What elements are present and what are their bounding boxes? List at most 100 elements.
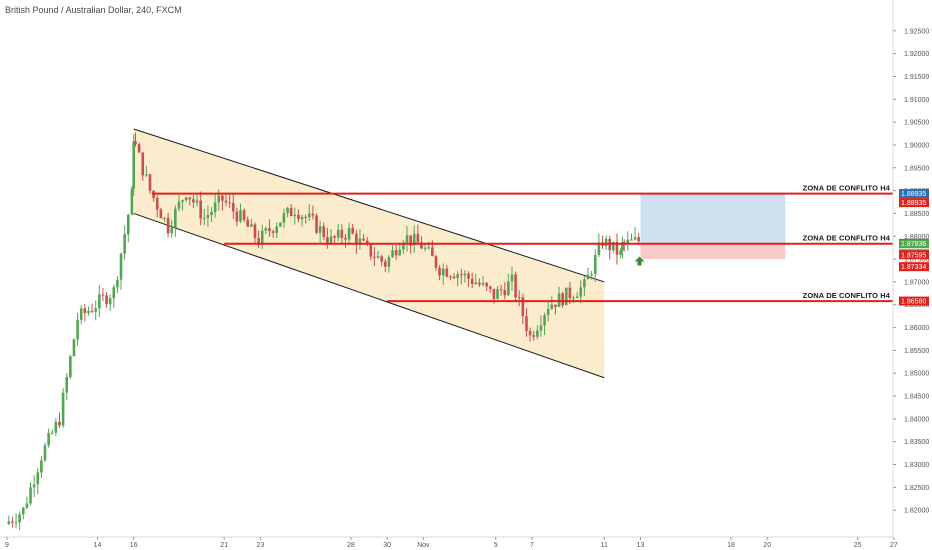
candle[interactable] <box>300 214 304 227</box>
candle[interactable] <box>50 429 54 435</box>
candle[interactable] <box>199 191 202 226</box>
candle[interactable] <box>499 284 503 296</box>
candle[interactable] <box>340 224 344 244</box>
candle[interactable] <box>58 412 61 428</box>
candle[interactable] <box>170 220 174 238</box>
candle[interactable] <box>394 245 398 260</box>
candle[interactable] <box>318 220 322 243</box>
candle[interactable] <box>202 208 206 226</box>
candle[interactable] <box>257 230 260 249</box>
candle[interactable] <box>373 246 376 267</box>
candle[interactable] <box>181 199 184 211</box>
candle[interactable] <box>369 243 373 261</box>
candle[interactable] <box>18 511 21 531</box>
candle[interactable] <box>250 219 253 228</box>
candle[interactable] <box>264 226 268 235</box>
candle[interactable] <box>608 235 612 260</box>
candle[interactable] <box>304 214 307 224</box>
position-stop-box[interactable] <box>640 243 786 260</box>
candle[interactable] <box>586 267 590 280</box>
candle[interactable] <box>87 306 90 316</box>
candle[interactable] <box>488 285 492 293</box>
candle[interactable] <box>98 285 101 318</box>
candle[interactable] <box>445 265 449 278</box>
candle[interactable] <box>507 273 510 296</box>
candle[interactable] <box>307 204 311 222</box>
candle[interactable] <box>76 312 79 346</box>
candle[interactable] <box>601 235 604 249</box>
candle[interactable] <box>25 496 29 510</box>
candle[interactable] <box>32 475 36 498</box>
candle[interactable] <box>561 291 564 309</box>
candle[interactable] <box>420 236 423 250</box>
candle[interactable] <box>47 428 50 448</box>
candle[interactable] <box>271 229 275 238</box>
candle[interactable] <box>148 173 152 194</box>
candle[interactable] <box>174 205 177 238</box>
candle[interactable] <box>11 516 14 528</box>
candle[interactable] <box>213 193 217 218</box>
candle[interactable] <box>521 293 525 325</box>
candle[interactable] <box>528 327 532 342</box>
candle[interactable] <box>543 312 546 335</box>
candle[interactable] <box>532 330 536 341</box>
candle[interactable] <box>329 229 333 246</box>
candle[interactable] <box>14 513 18 529</box>
candle[interactable] <box>362 234 365 242</box>
candle[interactable] <box>376 250 380 259</box>
candle[interactable] <box>289 204 293 217</box>
candle[interactable] <box>427 241 431 250</box>
candle[interactable] <box>239 203 242 224</box>
candle[interactable] <box>412 225 416 253</box>
candle[interactable] <box>177 195 181 212</box>
candle[interactable] <box>242 208 246 222</box>
candle[interactable] <box>460 268 463 285</box>
candle[interactable] <box>235 207 239 227</box>
candle[interactable] <box>615 233 619 265</box>
candle[interactable] <box>246 216 250 227</box>
candle[interactable] <box>449 275 452 280</box>
candle[interactable] <box>297 209 300 222</box>
candle[interactable] <box>621 236 624 259</box>
candle[interactable] <box>40 456 43 478</box>
candle[interactable] <box>94 300 97 321</box>
candle[interactable] <box>293 207 297 225</box>
candle[interactable] <box>260 224 264 250</box>
candle[interactable] <box>474 273 478 286</box>
candle[interactable] <box>279 222 282 228</box>
candle[interactable] <box>481 275 485 287</box>
candle[interactable] <box>282 208 286 229</box>
candle[interactable] <box>132 134 135 196</box>
candle[interactable] <box>134 132 137 147</box>
channel-upper-line[interactable] <box>133 128 605 283</box>
candle[interactable] <box>517 290 521 307</box>
candle[interactable] <box>195 195 199 207</box>
candle[interactable] <box>268 219 271 237</box>
candle[interactable] <box>554 304 557 315</box>
candle[interactable] <box>253 222 257 245</box>
candle[interactable] <box>579 280 583 304</box>
candle[interactable] <box>463 270 467 283</box>
candle[interactable] <box>575 291 579 299</box>
candle[interactable] <box>536 325 539 340</box>
candle[interactable] <box>206 205 210 227</box>
candle[interactable] <box>286 206 289 218</box>
candle[interactable] <box>61 387 65 428</box>
candle[interactable] <box>597 233 601 258</box>
candle[interactable] <box>231 194 235 219</box>
candle[interactable] <box>116 276 119 294</box>
candle[interactable] <box>54 418 58 437</box>
candle[interactable] <box>275 222 278 238</box>
candle[interactable] <box>510 266 514 291</box>
candle[interactable] <box>546 301 550 322</box>
candle[interactable] <box>123 225 126 260</box>
candle[interactable] <box>43 442 47 463</box>
candle[interactable] <box>423 244 427 252</box>
candle[interactable] <box>590 270 593 280</box>
candle[interactable] <box>383 259 387 272</box>
candle[interactable] <box>583 276 586 297</box>
candle[interactable] <box>90 303 94 314</box>
candle[interactable] <box>7 515 11 526</box>
candle[interactable] <box>351 223 355 235</box>
candle[interactable] <box>145 165 148 177</box>
